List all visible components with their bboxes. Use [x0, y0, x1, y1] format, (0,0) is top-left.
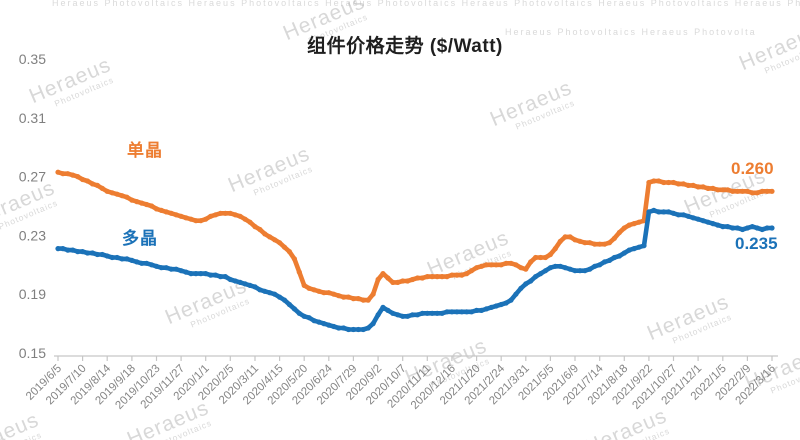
- y-tick-label: 0.23: [19, 227, 46, 243]
- series-label-poly: 多晶: [122, 229, 158, 248]
- series-markers-poly: [55, 207, 775, 333]
- series-markers-mono: [55, 169, 775, 303]
- y-tick-label: 0.31: [19, 110, 46, 126]
- y-tick-label: 0.19: [19, 286, 46, 302]
- series-label-mono: 单晶: [127, 141, 163, 160]
- end-value-label-poly: 0.235: [735, 234, 778, 253]
- chart-title: 组件价格走势 ($/Watt): [307, 36, 503, 57]
- y-tick-label: 0.35: [19, 51, 46, 67]
- end-value-label-mono: 0.260: [731, 159, 774, 178]
- y-tick-label: 0.27: [19, 169, 46, 185]
- y-tick-label: 0.15: [19, 345, 46, 361]
- series-line-mono: [55, 169, 775, 303]
